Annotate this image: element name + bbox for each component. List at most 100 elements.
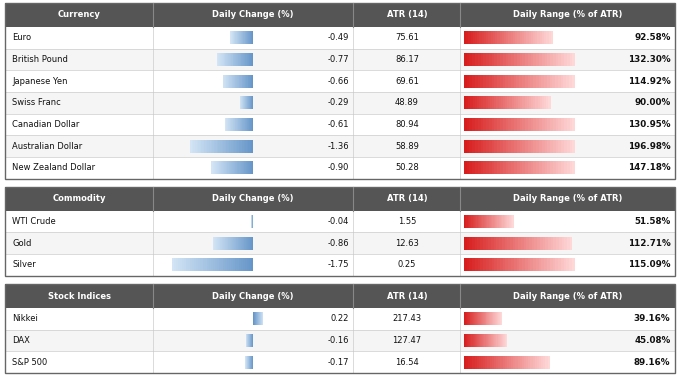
- Bar: [219, 258, 221, 271]
- Bar: [466, 118, 469, 131]
- Bar: [515, 237, 518, 250]
- Text: ATR (14): ATR (14): [387, 11, 427, 20]
- Bar: [211, 161, 213, 174]
- Bar: [490, 96, 492, 109]
- Bar: [250, 53, 251, 66]
- Bar: [235, 118, 236, 131]
- Bar: [190, 139, 192, 153]
- Bar: [464, 31, 466, 44]
- Bar: [464, 237, 466, 250]
- Bar: [490, 31, 493, 44]
- Bar: [489, 258, 492, 271]
- Bar: [472, 161, 475, 174]
- Bar: [486, 161, 489, 174]
- Bar: [252, 118, 253, 131]
- Bar: [475, 334, 476, 347]
- Bar: [225, 161, 226, 174]
- Bar: [537, 31, 540, 44]
- Bar: [500, 334, 502, 347]
- Bar: [471, 312, 473, 325]
- Bar: [238, 237, 239, 250]
- Bar: [478, 312, 479, 325]
- Bar: [218, 161, 219, 174]
- Bar: [486, 31, 488, 44]
- Bar: [234, 74, 235, 88]
- Bar: [533, 161, 537, 174]
- Bar: [5, 70, 675, 92]
- Bar: [546, 31, 549, 44]
- Bar: [500, 118, 503, 131]
- Bar: [553, 161, 556, 174]
- Bar: [492, 53, 494, 66]
- Bar: [488, 237, 491, 250]
- Bar: [514, 161, 517, 174]
- Bar: [540, 96, 542, 109]
- Bar: [525, 258, 528, 271]
- Bar: [561, 53, 564, 66]
- Bar: [506, 31, 509, 44]
- Bar: [464, 356, 466, 368]
- Bar: [207, 258, 209, 271]
- Bar: [481, 215, 483, 228]
- Bar: [572, 74, 575, 88]
- Bar: [5, 92, 675, 114]
- Bar: [250, 139, 252, 153]
- Bar: [200, 139, 201, 153]
- Bar: [219, 237, 220, 250]
- Bar: [483, 53, 486, 66]
- Bar: [239, 258, 241, 271]
- Bar: [247, 139, 248, 153]
- Bar: [234, 118, 235, 131]
- Bar: [192, 139, 193, 153]
- Bar: [494, 237, 496, 250]
- Bar: [466, 74, 469, 88]
- Bar: [539, 74, 541, 88]
- Bar: [249, 74, 250, 88]
- Bar: [231, 161, 233, 174]
- Bar: [481, 96, 483, 109]
- Bar: [561, 74, 564, 88]
- Bar: [469, 118, 472, 131]
- Bar: [242, 118, 243, 131]
- Bar: [488, 312, 490, 325]
- Text: 1.55: 1.55: [398, 217, 416, 226]
- Bar: [223, 74, 224, 88]
- Bar: [471, 334, 473, 347]
- Bar: [570, 139, 573, 153]
- Text: Daily Change (%): Daily Change (%): [212, 194, 294, 203]
- Bar: [222, 74, 223, 88]
- Bar: [490, 356, 492, 368]
- Bar: [247, 258, 249, 271]
- Bar: [489, 139, 492, 153]
- Bar: [503, 139, 506, 153]
- Bar: [528, 31, 531, 44]
- Bar: [232, 53, 233, 66]
- Bar: [480, 312, 481, 325]
- Bar: [528, 161, 530, 174]
- Bar: [521, 237, 524, 250]
- Bar: [558, 161, 561, 174]
- Bar: [529, 237, 532, 250]
- Bar: [243, 139, 245, 153]
- Bar: [229, 237, 231, 250]
- Bar: [494, 118, 497, 131]
- Bar: [464, 312, 465, 325]
- Bar: [483, 237, 486, 250]
- Bar: [227, 74, 228, 88]
- Bar: [464, 334, 465, 347]
- Bar: [518, 96, 520, 109]
- Bar: [511, 356, 513, 368]
- Bar: [564, 258, 566, 271]
- Bar: [503, 74, 505, 88]
- Bar: [545, 139, 547, 153]
- Bar: [224, 258, 226, 271]
- Bar: [209, 139, 211, 153]
- Bar: [469, 161, 472, 174]
- Bar: [249, 161, 250, 174]
- Text: -0.04: -0.04: [328, 217, 350, 226]
- Bar: [475, 312, 476, 325]
- Bar: [475, 161, 478, 174]
- Bar: [522, 258, 525, 271]
- Bar: [489, 161, 492, 174]
- Bar: [492, 118, 494, 131]
